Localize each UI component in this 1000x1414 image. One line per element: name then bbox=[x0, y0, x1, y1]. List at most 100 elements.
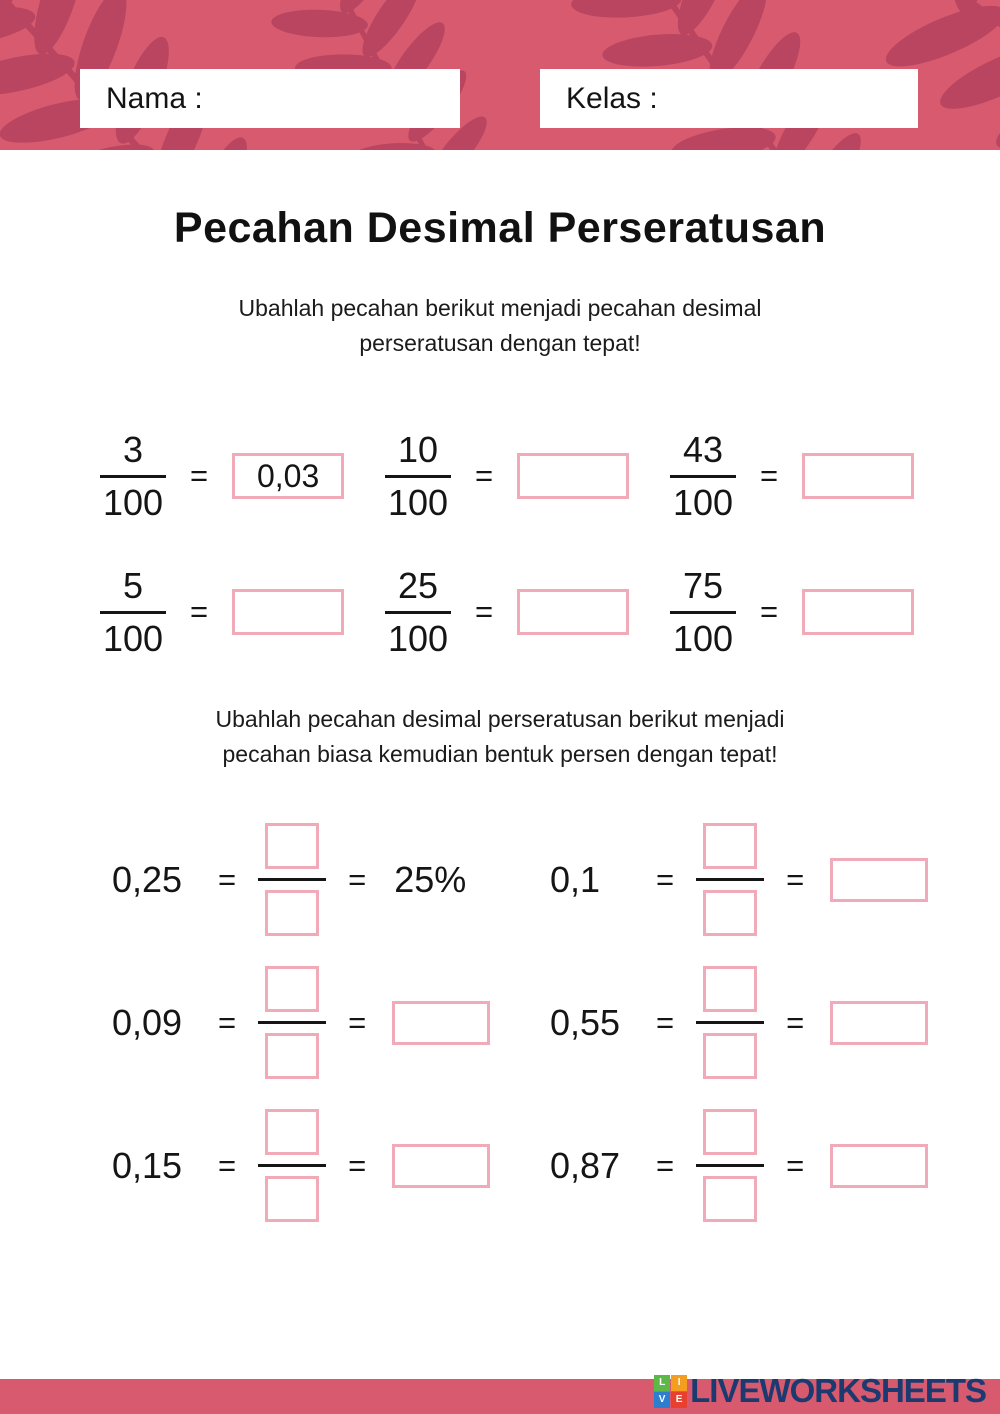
fraction: 10 100 bbox=[385, 430, 451, 522]
fraction-template bbox=[696, 823, 765, 937]
equals-sign: = bbox=[656, 1004, 675, 1040]
fraction-problem-3: 43 100 = bbox=[670, 430, 955, 522]
equals-sign: = bbox=[475, 458, 494, 494]
fraction-bar bbox=[670, 474, 736, 478]
class-field[interactable]: Kelas : bbox=[540, 69, 918, 128]
logo-square-e: E bbox=[671, 1391, 688, 1408]
numerator-input-box[interactable] bbox=[703, 966, 758, 1013]
decimal-row: 0,15 = = 0,87 = = bbox=[0, 1109, 1000, 1223]
equals-sign: = bbox=[786, 1004, 805, 1040]
fraction-template bbox=[696, 966, 765, 1080]
equals-sign: = bbox=[475, 594, 494, 630]
fraction-problem-1: 3 100 = 0,03 bbox=[100, 430, 385, 522]
answer-input-box[interactable] bbox=[517, 589, 630, 636]
numerator-input-box[interactable] bbox=[265, 1109, 320, 1156]
fraction-numerator: 5 bbox=[122, 565, 144, 607]
decimal-problem-6: 0,87 = = bbox=[550, 1109, 929, 1223]
fraction-numerator: 10 bbox=[397, 429, 439, 470]
fraction-template bbox=[258, 1109, 327, 1223]
section1-instruction: Ubahlah pecahan berikut menjadi pecahan … bbox=[0, 291, 1000, 360]
logo-wordmark: LIVEWORKSHEETS bbox=[690, 1372, 987, 1409]
percent-result: 25% bbox=[394, 858, 467, 900]
liveworksheets-logo[interactable]: L I V E LIVEWORKSHEETS bbox=[654, 1372, 987, 1410]
fraction-numerator: 75 bbox=[682, 565, 724, 607]
decimal-value: 0,55 bbox=[550, 1001, 621, 1043]
fraction-template bbox=[258, 966, 327, 1080]
fraction-bar bbox=[696, 878, 765, 882]
numerator-input-box[interactable] bbox=[265, 966, 320, 1013]
fraction-problem-6: 75 100 = bbox=[670, 566, 955, 658]
class-label: Kelas : bbox=[566, 81, 658, 115]
fraction-bar bbox=[258, 1021, 327, 1025]
fraction-bar bbox=[670, 610, 736, 614]
denominator-input-box[interactable] bbox=[265, 890, 320, 937]
decimal-problem-2: 0,1 = = bbox=[550, 823, 929, 937]
section2-problems: 0,25 = = 25% 0,1 = = bbox=[0, 823, 1000, 1223]
decimal-row: 0,25 = = 25% 0,1 = = bbox=[0, 823, 1000, 937]
footer-bar bbox=[0, 1379, 1000, 1414]
equals-sign: = bbox=[786, 1147, 805, 1183]
fraction: 25 100 bbox=[385, 566, 451, 658]
instruction-line: Ubahlah pecahan desimal perseratusan ber… bbox=[215, 706, 785, 733]
answer-input-box[interactable] bbox=[802, 453, 915, 500]
name-field[interactable]: Nama : bbox=[80, 69, 460, 128]
fraction-row: 3 100 = 0,03 10 100 = 43 bbox=[0, 430, 1000, 522]
equals-sign: = bbox=[218, 1147, 237, 1183]
equals-sign: = bbox=[218, 861, 237, 897]
fraction-problem-2: 10 100 = bbox=[385, 430, 670, 522]
fraction-denominator: 100 bbox=[672, 617, 734, 659]
equals-sign: = bbox=[190, 458, 209, 494]
fraction: 43 100 bbox=[670, 430, 736, 522]
fraction-problem-4: 5 100 = bbox=[100, 566, 385, 658]
percent-input-box[interactable] bbox=[392, 1000, 491, 1045]
fraction-bar bbox=[100, 610, 166, 614]
fraction: 3 100 bbox=[100, 430, 166, 522]
numerator-input-box[interactable] bbox=[265, 823, 320, 870]
denominator-input-box[interactable] bbox=[703, 1176, 758, 1223]
denominator-input-box[interactable] bbox=[703, 890, 758, 937]
percent-input-box[interactable] bbox=[830, 1143, 929, 1188]
fraction-numerator: 43 bbox=[682, 429, 724, 470]
fraction-bar bbox=[385, 610, 451, 614]
percent-input-box[interactable] bbox=[830, 1000, 929, 1045]
answer-input-box[interactable]: 0,03 bbox=[232, 453, 345, 500]
equals-sign: = bbox=[760, 458, 779, 494]
answer-input-box[interactable] bbox=[232, 589, 345, 636]
denominator-input-box[interactable] bbox=[703, 1033, 758, 1080]
fraction: 5 100 bbox=[100, 566, 166, 658]
fraction-bar bbox=[696, 1021, 765, 1025]
answer-input-box[interactable] bbox=[517, 453, 630, 500]
fraction-denominator: 100 bbox=[102, 481, 164, 523]
liveworksheets-grid-icon: L I V E bbox=[654, 1374, 688, 1408]
logo-square-l: L bbox=[654, 1374, 671, 1391]
fraction-bar bbox=[385, 474, 451, 478]
percent-input-box[interactable] bbox=[392, 1143, 491, 1188]
fraction-bar bbox=[258, 1164, 327, 1168]
answer-input-box[interactable] bbox=[802, 589, 915, 636]
fraction-numerator: 3 bbox=[122, 429, 144, 470]
name-label: Nama : bbox=[106, 81, 203, 115]
fraction-denominator: 100 bbox=[387, 481, 449, 523]
decimal-value: 0,09 bbox=[112, 1001, 183, 1043]
denominator-input-box[interactable] bbox=[265, 1033, 320, 1080]
equals-sign: = bbox=[786, 861, 805, 897]
logo-square-i: I bbox=[671, 1374, 688, 1391]
decimal-problem-1: 0,25 = = 25% bbox=[112, 823, 550, 937]
fraction-row: 5 100 = 25 100 = 75 bbox=[0, 566, 1000, 658]
denominator-input-box[interactable] bbox=[265, 1176, 320, 1223]
equals-sign: = bbox=[656, 1147, 675, 1183]
fraction-template bbox=[258, 823, 327, 937]
numerator-input-box[interactable] bbox=[703, 1109, 758, 1156]
numerator-input-box[interactable] bbox=[703, 823, 758, 870]
section2-instruction: Ubahlah pecahan desimal perseratusan ber… bbox=[0, 702, 1000, 771]
decimal-value: 0,1 bbox=[550, 858, 601, 900]
decimal-row: 0,09 = = 0,55 = = bbox=[0, 966, 1000, 1080]
logo-square-v: V bbox=[654, 1391, 671, 1408]
fraction-template bbox=[696, 1109, 765, 1223]
decimal-problem-3: 0,09 = = bbox=[112, 966, 550, 1080]
header-banner: Nama : Kelas : bbox=[0, 0, 1000, 150]
decimal-value: 0,25 bbox=[112, 858, 183, 900]
decimal-problem-5: 0,15 = = bbox=[112, 1109, 550, 1223]
percent-input-box[interactable] bbox=[830, 857, 929, 902]
fraction-numerator: 25 bbox=[397, 565, 439, 607]
